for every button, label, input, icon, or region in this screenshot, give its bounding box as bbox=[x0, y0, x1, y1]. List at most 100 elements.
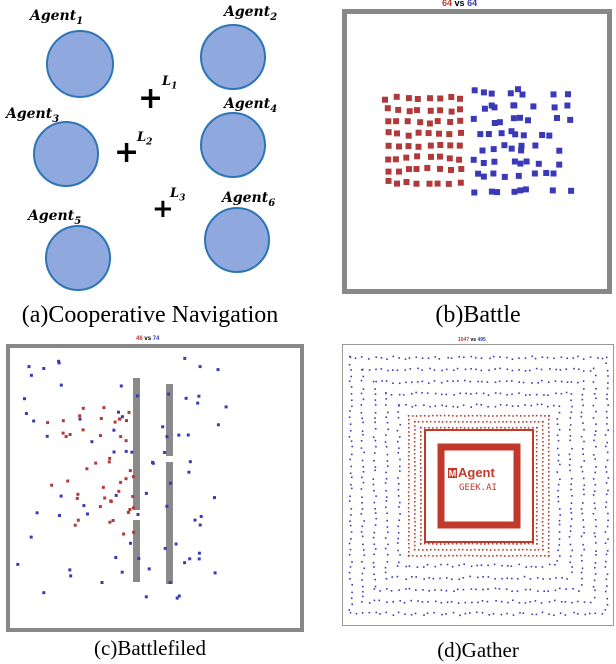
gather-agent-red bbox=[471, 414, 474, 417]
gather-agent-blue bbox=[580, 571, 583, 574]
gather-agent-blue bbox=[577, 613, 579, 615]
gather-agent-blue bbox=[392, 614, 395, 616]
gather-agent-blue bbox=[469, 380, 471, 383]
gather-agent-red bbox=[489, 549, 492, 551]
battlefield-unit-blue bbox=[161, 425, 165, 429]
gather-agent-blue bbox=[506, 356, 508, 359]
gather-agent-red bbox=[541, 464, 544, 467]
gather-agent-blue bbox=[429, 405, 431, 408]
gather-agent-blue bbox=[363, 520, 365, 522]
gather-agent-blue bbox=[440, 602, 443, 604]
gather-agent-red bbox=[502, 549, 504, 551]
gather-agent-red bbox=[434, 421, 436, 423]
gather-agent-red bbox=[548, 414, 550, 417]
gather-agent-red bbox=[408, 546, 410, 549]
gather-agent-blue bbox=[595, 550, 597, 552]
gather-agent-blue bbox=[512, 614, 515, 616]
gather-agent-red bbox=[432, 414, 434, 417]
battle-unit-red bbox=[448, 167, 454, 173]
battlefield-unit-blue bbox=[100, 581, 104, 584]
gather-score-blue: 495 bbox=[477, 337, 486, 343]
gather-agent-blue bbox=[445, 589, 448, 592]
battlefield-unit-blue bbox=[27, 365, 31, 369]
gather-agent-blue bbox=[462, 577, 465, 579]
gather-agent-blue bbox=[494, 405, 497, 408]
battle-unit-red bbox=[424, 165, 431, 171]
gather-agent-blue bbox=[593, 596, 596, 599]
gather-agent-blue bbox=[362, 375, 365, 378]
battle-unit-red bbox=[427, 142, 434, 149]
gather-agent-blue bbox=[595, 410, 597, 413]
gather-agent-blue bbox=[399, 458, 401, 461]
gather-agent-red bbox=[408, 551, 410, 553]
gather-agent-blue bbox=[560, 601, 563, 603]
gather-agent-red bbox=[508, 543, 510, 545]
gather-agent-blue bbox=[375, 611, 378, 614]
gather-agent-red bbox=[542, 473, 544, 475]
gather-agent-blue bbox=[350, 465, 352, 468]
battle-unit-blue bbox=[512, 131, 519, 138]
gather-agent-blue bbox=[537, 590, 539, 592]
battlefield-unit-red bbox=[119, 480, 123, 484]
battle-unit-blue bbox=[510, 115, 517, 122]
gather-agent-blue bbox=[350, 514, 352, 516]
battle-unit-blue bbox=[471, 189, 478, 196]
gather-agent-blue bbox=[398, 382, 401, 385]
gather-agent-blue bbox=[348, 553, 351, 556]
gather-agent-blue bbox=[489, 357, 491, 360]
gather-agent-blue bbox=[348, 380, 351, 382]
gather-agent-red bbox=[429, 420, 432, 423]
gather-agent-red bbox=[420, 443, 422, 445]
battle-unit-red bbox=[384, 105, 391, 112]
gather-agent-blue bbox=[397, 488, 400, 491]
gather-agent-blue bbox=[398, 357, 400, 359]
gather-agent-red bbox=[420, 523, 422, 525]
gather-agent-red bbox=[424, 554, 426, 557]
battle-unit-blue bbox=[515, 172, 522, 179]
gather-agent-blue bbox=[475, 368, 477, 371]
gather-agent-red bbox=[511, 555, 514, 557]
agent-label-2: Agent2 bbox=[224, 4, 278, 23]
gather-agent-blue bbox=[558, 508, 561, 510]
gather-agent-red bbox=[476, 427, 478, 429]
gather-agent-red bbox=[471, 542, 474, 545]
gather-agent-blue bbox=[577, 355, 579, 358]
battle-unit-red bbox=[385, 156, 392, 163]
gather-agent-blue bbox=[464, 368, 467, 371]
gather-agent-blue bbox=[576, 600, 579, 603]
gather-agent-blue bbox=[456, 406, 459, 408]
gather-agent-blue bbox=[571, 549, 573, 552]
gather-agent-blue bbox=[589, 601, 592, 604]
gather-agent-blue bbox=[570, 411, 573, 413]
gather-agent-blue bbox=[405, 588, 407, 590]
gather-agent-red bbox=[436, 414, 438, 417]
gather-agent-blue bbox=[522, 381, 525, 384]
gather-agent-red bbox=[414, 529, 416, 531]
battle-unit-red bbox=[446, 155, 453, 162]
battle-unit-red bbox=[406, 108, 413, 115]
gather-agent-red bbox=[519, 554, 522, 557]
gather-agent-blue bbox=[386, 453, 389, 456]
gather-agent-blue bbox=[578, 590, 580, 592]
battlefield-unit-red bbox=[81, 428, 85, 432]
gather-agent-red bbox=[536, 470, 538, 473]
gather-agent-red bbox=[547, 487, 550, 489]
gather-agent-red bbox=[456, 554, 458, 557]
gather-agent-blue bbox=[593, 490, 596, 493]
gather-agent-blue bbox=[546, 356, 549, 359]
gather-agent-blue bbox=[398, 393, 401, 396]
gather-agent-blue bbox=[417, 600, 419, 602]
battlefield-unit-blue bbox=[59, 494, 63, 498]
battle-unit-red bbox=[457, 106, 463, 113]
gather-agent-blue bbox=[604, 566, 607, 568]
battlefield-unit-blue bbox=[147, 567, 151, 571]
gather-agent-blue bbox=[554, 599, 556, 602]
battlefield-unit-red bbox=[124, 477, 128, 481]
battlefield-unit-red bbox=[61, 431, 65, 435]
gather-agent-red bbox=[420, 490, 422, 493]
gather-agent-blue bbox=[408, 565, 411, 567]
gather-agent-blue bbox=[355, 612, 358, 615]
battle-unit-blue bbox=[546, 132, 553, 139]
gather-agent-red bbox=[478, 549, 480, 551]
battle-unit-blue bbox=[475, 170, 482, 177]
